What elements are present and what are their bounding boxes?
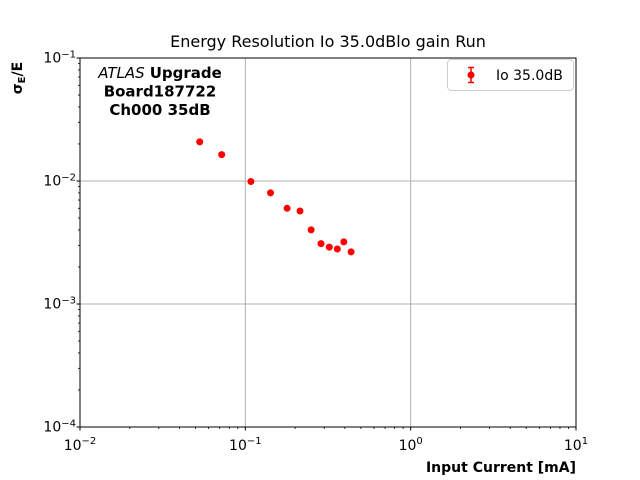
annotation-block: ATLAS Upgrade Board187722 Ch000 35dB [97, 64, 222, 119]
ylabel-rest: /E [10, 62, 26, 77]
data-points-layer [196, 138, 355, 256]
data-point [283, 204, 291, 212]
ylabel-sigma: σ [10, 83, 26, 94]
axis-ticks [76, 57, 577, 431]
annotation-upgrade: Upgrade [150, 64, 222, 82]
x-axis-label: Input Current [mA] [426, 460, 576, 476]
data-point [247, 178, 255, 185]
data-point [317, 240, 325, 248]
data-point [267, 189, 274, 197]
chart-title: Energy Resolution Io 35.0dBlo gain Run [170, 32, 486, 51]
y-tick-label: 10−3 [43, 296, 76, 313]
data-point [340, 238, 348, 246]
data-point [347, 248, 355, 256]
legend-label: Io 35.0dB [496, 68, 563, 84]
legend-box [447, 59, 574, 91]
x-tick-label: 10−2 [64, 436, 97, 454]
x-tick-label: 101 [564, 436, 588, 454]
data-point [296, 207, 304, 215]
y-tick-label: 10−1 [43, 50, 76, 67]
annotation-atlas: ATLAS [97, 64, 145, 82]
annotation-board: Board187722 [104, 83, 217, 101]
grid-lines [80, 58, 576, 427]
y-tick-label: 10−2 [43, 173, 76, 190]
axes-frame [79, 57, 577, 428]
annotation-atlas-upgrade: ATLAS Upgrade [97, 64, 222, 82]
y-tick-labels: 10−1 10−2 10−3 10−4 [43, 50, 76, 436]
x-tick-labels: 10−2 10−1 100 101 [64, 436, 588, 454]
x-tick-label: 100 [399, 436, 423, 454]
legend: Io 35.0dB [447, 59, 574, 91]
errorbar-marker-icon [467, 66, 475, 84]
y-tick-label: 10−4 [43, 419, 76, 436]
data-point [307, 226, 315, 234]
y-axis-label: σE/E [10, 62, 28, 94]
data-point [218, 151, 226, 159]
data-point [196, 138, 204, 146]
x-tick-label: 10−1 [229, 436, 262, 454]
ylabel-subscript: E [17, 76, 28, 83]
data-point [325, 243, 333, 251]
data-point [333, 245, 341, 253]
annotation-channel: Ch000 35dB [109, 101, 210, 119]
